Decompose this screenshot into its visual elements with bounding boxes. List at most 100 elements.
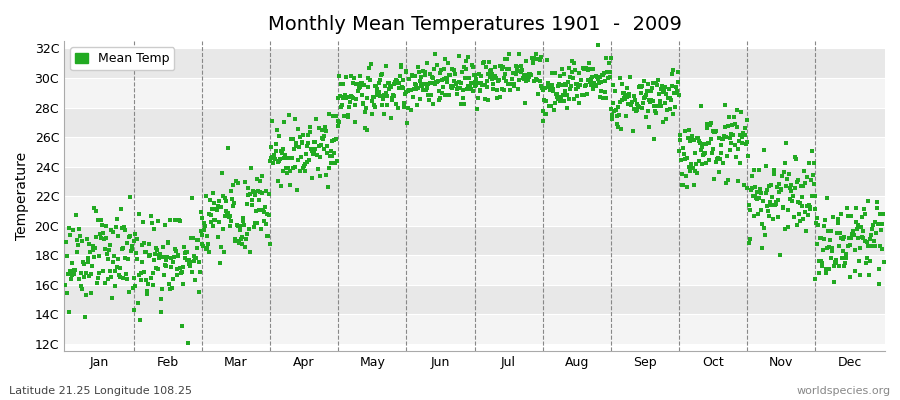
Point	[716, 136, 731, 142]
Point	[148, 226, 162, 233]
Point	[873, 211, 887, 217]
Point	[263, 241, 277, 248]
Point	[123, 194, 138, 200]
Point	[519, 72, 534, 78]
Point	[614, 125, 628, 132]
Point	[437, 76, 452, 82]
Point	[729, 154, 743, 160]
Point	[431, 88, 446, 94]
Point	[120, 276, 134, 282]
Point	[415, 82, 429, 89]
Point	[634, 90, 648, 96]
Point	[632, 84, 646, 90]
Point	[428, 81, 443, 87]
Point	[289, 139, 303, 146]
Point	[290, 186, 304, 193]
Point	[374, 72, 388, 78]
Point	[281, 155, 295, 162]
Point	[664, 83, 679, 90]
Point	[688, 161, 703, 167]
Point	[303, 124, 318, 130]
Point	[298, 161, 312, 167]
Point	[660, 116, 674, 122]
Point	[668, 104, 682, 111]
Point	[863, 258, 878, 264]
Point	[782, 171, 796, 177]
Point	[696, 152, 710, 158]
Point	[868, 230, 883, 236]
Point	[698, 141, 712, 147]
Point	[220, 210, 234, 216]
Point	[164, 255, 178, 261]
Point	[138, 248, 152, 255]
Point	[604, 106, 618, 112]
Point	[499, 78, 513, 84]
Point	[581, 60, 596, 66]
Point	[434, 67, 448, 73]
Point	[727, 114, 742, 120]
Point	[858, 210, 872, 217]
Point	[68, 212, 83, 218]
Point	[109, 224, 123, 230]
Point	[795, 194, 809, 200]
Point	[861, 198, 876, 204]
Point	[670, 69, 685, 76]
Point	[114, 246, 129, 252]
Point	[760, 208, 775, 214]
Point	[90, 275, 104, 281]
Point	[108, 283, 122, 290]
Point	[184, 269, 199, 275]
Point	[734, 109, 748, 116]
Point	[122, 234, 136, 241]
Point	[256, 209, 271, 216]
Point	[549, 94, 563, 100]
Point	[191, 236, 205, 243]
Point	[466, 88, 481, 94]
Point	[342, 99, 356, 106]
Point	[312, 173, 327, 180]
Point	[837, 263, 851, 270]
Point	[71, 242, 86, 248]
Point	[646, 136, 661, 142]
Point	[332, 73, 347, 80]
Point	[594, 87, 608, 94]
Point	[404, 106, 419, 113]
Point	[455, 95, 470, 101]
Point	[564, 58, 579, 64]
Point	[528, 76, 543, 82]
Point	[357, 124, 372, 131]
Point	[350, 88, 365, 94]
Point	[458, 74, 473, 81]
Point	[752, 167, 766, 173]
Point	[551, 83, 565, 89]
Point	[742, 202, 756, 208]
Point	[733, 160, 747, 166]
Point	[458, 66, 473, 72]
Point	[827, 262, 842, 269]
Point	[526, 59, 540, 66]
Point	[674, 182, 688, 189]
Point	[765, 202, 779, 208]
Point	[234, 236, 248, 242]
Point	[125, 243, 140, 250]
Point	[565, 68, 580, 75]
Point	[479, 64, 493, 70]
Point	[106, 259, 121, 265]
Point	[202, 211, 216, 218]
Point	[766, 216, 780, 222]
Point	[566, 75, 580, 81]
Point	[333, 92, 347, 99]
Point	[256, 173, 270, 180]
Point	[666, 67, 680, 73]
Point	[590, 42, 605, 49]
Point	[211, 234, 225, 240]
Point	[350, 81, 365, 88]
Point	[310, 166, 325, 172]
Point	[836, 248, 850, 254]
Point	[859, 260, 873, 266]
Point	[250, 220, 265, 227]
Point	[494, 85, 508, 92]
Point	[624, 101, 638, 108]
Point	[87, 204, 102, 211]
Point	[504, 81, 518, 87]
